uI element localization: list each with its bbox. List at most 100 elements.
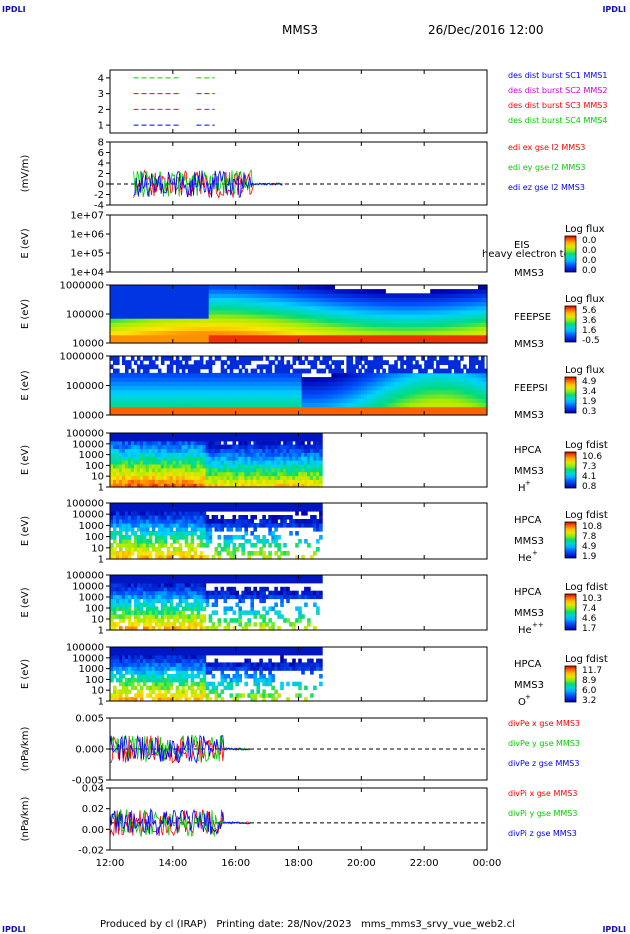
spectrogram-cell bbox=[169, 511, 174, 516]
spectrogram-cell bbox=[406, 314, 410, 319]
spectrogram-cell bbox=[110, 330, 114, 336]
spectrogram-cell bbox=[169, 460, 174, 465]
spectrogram-cell bbox=[295, 356, 300, 361]
spectrogram-cell bbox=[136, 314, 141, 319]
spectrogram-cell bbox=[229, 377, 234, 382]
spectrogram-cell bbox=[148, 393, 153, 399]
spectrogram-cell bbox=[235, 535, 239, 540]
spectrogram-cell bbox=[316, 479, 320, 484]
spectrogram-cell bbox=[110, 543, 114, 548]
spectrogram-cell bbox=[463, 322, 467, 327]
spectrogram-cell bbox=[478, 398, 482, 403]
spectrogram-cell bbox=[184, 511, 189, 516]
spacecraft-label: MMS3 bbox=[514, 268, 544, 279]
spectrogram-cell bbox=[310, 483, 314, 488]
spectrogram-cell bbox=[241, 356, 246, 361]
spectrogram-cell bbox=[178, 531, 183, 536]
spectrogram-cell bbox=[110, 314, 114, 319]
spectrogram-cell bbox=[433, 385, 437, 391]
spectrogram-cell bbox=[181, 503, 186, 508]
spectrogram-cell bbox=[151, 444, 156, 450]
y-tick-label: 2 bbox=[98, 105, 104, 116]
spectrogram-cell bbox=[220, 456, 225, 461]
spectrogram-cell bbox=[184, 440, 189, 446]
spectrogram-cell bbox=[127, 535, 132, 540]
spectrogram-cell bbox=[220, 314, 225, 319]
spectrogram-cell bbox=[178, 444, 183, 450]
spectrogram-cell bbox=[139, 385, 144, 391]
spectrogram-cell bbox=[166, 475, 171, 480]
spectrogram-cell bbox=[316, 285, 321, 290]
spectrogram-cell bbox=[271, 433, 275, 438]
spectrogram-cell bbox=[457, 372, 461, 378]
spectrogram-cell bbox=[250, 483, 254, 488]
spectrogram-cell bbox=[172, 377, 177, 382]
spectrogram-cell bbox=[406, 309, 410, 315]
spectrogram-cell bbox=[139, 318, 144, 323]
spectrogram-cell bbox=[346, 360, 350, 365]
spectrogram-cell bbox=[220, 297, 225, 303]
spectrogram-cell bbox=[181, 471, 186, 477]
spectrogram-cell bbox=[110, 326, 114, 332]
spectrogram-cell bbox=[400, 297, 404, 303]
spectrogram-cell bbox=[250, 452, 254, 457]
spectrogram-cell bbox=[214, 301, 219, 307]
spectrogram-cell bbox=[229, 301, 234, 307]
spectrogram-cell bbox=[253, 479, 257, 484]
spectrogram-cell bbox=[247, 406, 252, 412]
spectrogram-cell bbox=[346, 398, 350, 403]
spectrogram-cell bbox=[322, 314, 326, 319]
spectrogram-cell bbox=[409, 402, 413, 408]
spectrogram-cell bbox=[113, 475, 117, 480]
spectrogram-cell bbox=[119, 309, 123, 315]
spectrogram-cell bbox=[172, 285, 177, 290]
spectrogram-cell bbox=[163, 297, 168, 303]
spectrogram-cell bbox=[271, 326, 276, 332]
spectrogram-cell bbox=[208, 402, 213, 408]
spectrogram-cell bbox=[295, 463, 299, 469]
spectrogram-cell bbox=[119, 398, 123, 403]
spectrogram-cell bbox=[382, 309, 386, 315]
spectrogram-cell bbox=[403, 381, 407, 387]
spectrogram-cell bbox=[370, 406, 374, 412]
spectrogram-cell bbox=[124, 503, 129, 508]
spectrogram-cell bbox=[178, 314, 183, 319]
spectrogram-cell bbox=[310, 389, 315, 395]
spectrogram-cell bbox=[154, 467, 159, 473]
spectrogram-cell bbox=[301, 297, 306, 303]
spectrogram-cell bbox=[277, 305, 282, 311]
spectrogram-cell bbox=[412, 385, 416, 391]
spectrogram-cell bbox=[113, 398, 117, 403]
spectrogram-cell bbox=[265, 393, 270, 399]
spectrogram-cell bbox=[110, 483, 114, 488]
spectrogram-cell bbox=[241, 507, 245, 512]
spectrogram-cell bbox=[373, 410, 377, 416]
spectrogram-cell bbox=[193, 523, 198, 528]
spectrogram-cell bbox=[475, 301, 479, 307]
spectrogram-cell bbox=[220, 519, 225, 524]
spectrogram-cell bbox=[367, 398, 371, 403]
spectrogram-cell bbox=[214, 460, 219, 465]
spectrogram-cell bbox=[349, 314, 353, 319]
spectrogram-cell bbox=[232, 360, 237, 365]
spectrogram-cell bbox=[256, 326, 261, 332]
spectrogram-cell bbox=[325, 318, 329, 323]
spectrogram-cell bbox=[130, 285, 135, 290]
spectrogram-cell bbox=[388, 293, 392, 298]
spectrogram-cell bbox=[277, 471, 281, 477]
spectrogram-cell bbox=[220, 334, 225, 340]
spectrogram-cell bbox=[113, 479, 117, 484]
spectrogram-cell bbox=[178, 433, 183, 438]
spectrogram-cell bbox=[271, 301, 276, 307]
spectrogram-cell bbox=[280, 368, 285, 374]
spectrogram-cell bbox=[481, 372, 485, 378]
spectrogram-cell bbox=[142, 289, 147, 294]
spectrogram-cell bbox=[214, 463, 219, 469]
spectrogram-cell bbox=[148, 356, 153, 361]
spectrogram-cell bbox=[391, 389, 395, 395]
spectrogram-cell bbox=[119, 372, 123, 378]
spectrogram-cell bbox=[169, 531, 174, 536]
spectrogram-cell bbox=[319, 456, 323, 461]
spectrogram-cell bbox=[124, 551, 129, 556]
spectrogram-cell bbox=[454, 318, 458, 323]
